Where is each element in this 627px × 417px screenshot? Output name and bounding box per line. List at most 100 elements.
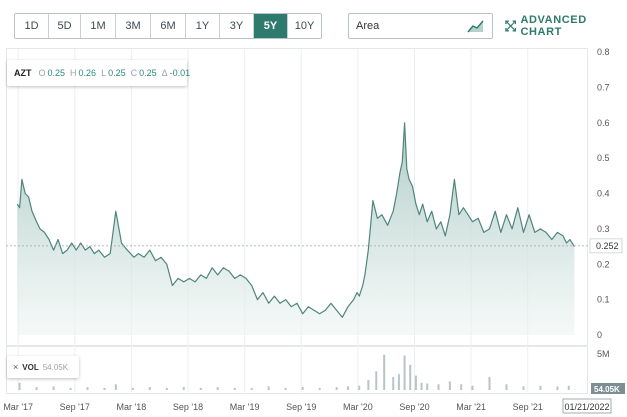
volume-legend: × VOL 54.05K: [7, 356, 79, 378]
volume-bar: [18, 382, 21, 390]
advanced-chart-label: ADVANCED CHART: [520, 14, 587, 38]
current-date-label: 01/21/2022: [564, 402, 609, 412]
open-value: 0.25: [47, 68, 66, 78]
x-tick-label: Sep '18: [173, 402, 203, 412]
volume-bar: [165, 387, 168, 390]
y-tick-label: 0.1: [597, 295, 610, 305]
volume-bar: [346, 386, 349, 390]
volume-badge: [591, 383, 625, 394]
volume-bar: [409, 364, 412, 390]
volume-bar: [448, 381, 451, 390]
volume-bar: [318, 387, 321, 390]
y-tick-label: 0.8: [597, 47, 610, 57]
volume-bar: [420, 382, 423, 390]
current-date-badge: [562, 398, 612, 414]
open-key: O: [38, 68, 46, 78]
volume-bar: [52, 386, 55, 390]
change-key: Δ: [161, 68, 168, 78]
volume-bar: [233, 387, 236, 390]
volume-bar: [403, 355, 406, 390]
x-tick-label: Sep '17: [60, 402, 90, 412]
volume-bar: [375, 371, 378, 390]
volume-bar: [69, 387, 72, 390]
volume-bar: [437, 384, 440, 390]
volume-bar: [397, 374, 400, 390]
x-tick-label: Mar '20: [343, 402, 373, 412]
volume-bar: [522, 386, 525, 390]
range-button-6m[interactable]: 6M: [151, 14, 186, 38]
chart-toolbar: 1D 5D 1M 3M 6M 1Y 3Y 5Y 10Y Area ADVANCED CHART: [0, 0, 627, 48]
volume-bar: [471, 385, 474, 390]
change-value: -0.01: [169, 68, 191, 78]
chart-type-label: Area: [356, 20, 380, 32]
ticker-symbol: AZT: [14, 68, 32, 78]
price-panel: [6, 48, 588, 346]
volume-bar: [567, 385, 570, 390]
volume-bar: [539, 385, 542, 390]
time-range-selector: 1D 5D 1M 3M 6M 1Y 3Y 5Y 10Y: [14, 13, 322, 39]
volume-bar: [383, 354, 386, 390]
y-tick-label: 0.2: [597, 259, 610, 269]
x-tick-label: Sep '21: [513, 402, 543, 412]
area-chart-icon: [467, 20, 484, 33]
range-button-3y[interactable]: 3Y: [220, 14, 254, 38]
close-key: C: [130, 68, 138, 78]
chart-type-dropdown[interactable]: Area: [348, 13, 493, 39]
volume-bar: [460, 384, 463, 390]
expand-icon: [505, 20, 517, 32]
volume-bar: [267, 386, 270, 390]
volume-bar: [86, 387, 89, 390]
range-button-3m[interactable]: 3M: [116, 14, 151, 38]
y-tick-label: 0: [597, 330, 602, 340]
x-tick-label: Mar '19: [230, 402, 260, 412]
x-tick-label: Mar '17: [3, 402, 33, 412]
low-key: L: [101, 68, 107, 78]
volume-bar: [182, 387, 185, 390]
volume-bar: [131, 387, 134, 390]
ohlc-legend: AZT O 0.25 H 0.26 L 0.25 C 0.25 Δ -0.01: [7, 60, 190, 86]
volume-panel: [6, 346, 588, 394]
x-tick-label: Sep '19: [286, 402, 316, 412]
high-value: 0.26: [78, 68, 97, 78]
range-button-1y[interactable]: 1Y: [186, 14, 220, 38]
volume-bar: [284, 387, 287, 390]
volume-bar: [301, 387, 304, 390]
volume-bar: [216, 387, 219, 390]
price-line: [16, 122, 575, 318]
volume-bar: [148, 387, 151, 390]
y-tick-label: 0.6: [597, 118, 610, 128]
volume-bar: [250, 387, 253, 390]
advanced-chart-link[interactable]: ADVANCED CHART: [505, 14, 627, 38]
y-tick-label: 0.7: [597, 82, 610, 92]
volume-bar: [414, 375, 417, 390]
volume-bar: [35, 387, 38, 390]
volume-value: 54.05K: [42, 362, 69, 372]
volume-bar: [114, 384, 117, 390]
volume-bar: [426, 383, 429, 390]
x-tick-label: Sep '20: [399, 402, 429, 412]
close-icon[interactable]: ×: [13, 362, 19, 372]
close-value: 0.25: [139, 68, 157, 78]
range-button-1d[interactable]: 1D: [15, 14, 49, 38]
price-area: [17, 122, 575, 335]
range-button-5d[interactable]: 5D: [49, 14, 81, 38]
x-tick-label: Mar '18: [117, 402, 147, 412]
volume-bar: [103, 387, 106, 390]
range-button-5y[interactable]: 5Y: [254, 14, 288, 38]
range-button-10y[interactable]: 10Y: [288, 14, 321, 38]
range-button-1m[interactable]: 1M: [81, 14, 116, 38]
volume-badge-label: 54.05K: [594, 385, 620, 394]
volume-axis-label: 5M: [597, 349, 610, 359]
volume-bar: [367, 379, 370, 390]
x-tick-label: Mar '21: [456, 402, 486, 412]
y-tick-label: 0.5: [597, 153, 610, 163]
volume-bar: [505, 384, 508, 390]
high-key: H: [70, 68, 77, 78]
current-price-badge: [589, 238, 623, 254]
volume-label: VOL: [22, 362, 39, 372]
low-value: 0.25: [108, 68, 126, 78]
volume-bar: [488, 377, 491, 390]
volume-bar: [358, 385, 361, 390]
volume-bar: [556, 386, 559, 390]
